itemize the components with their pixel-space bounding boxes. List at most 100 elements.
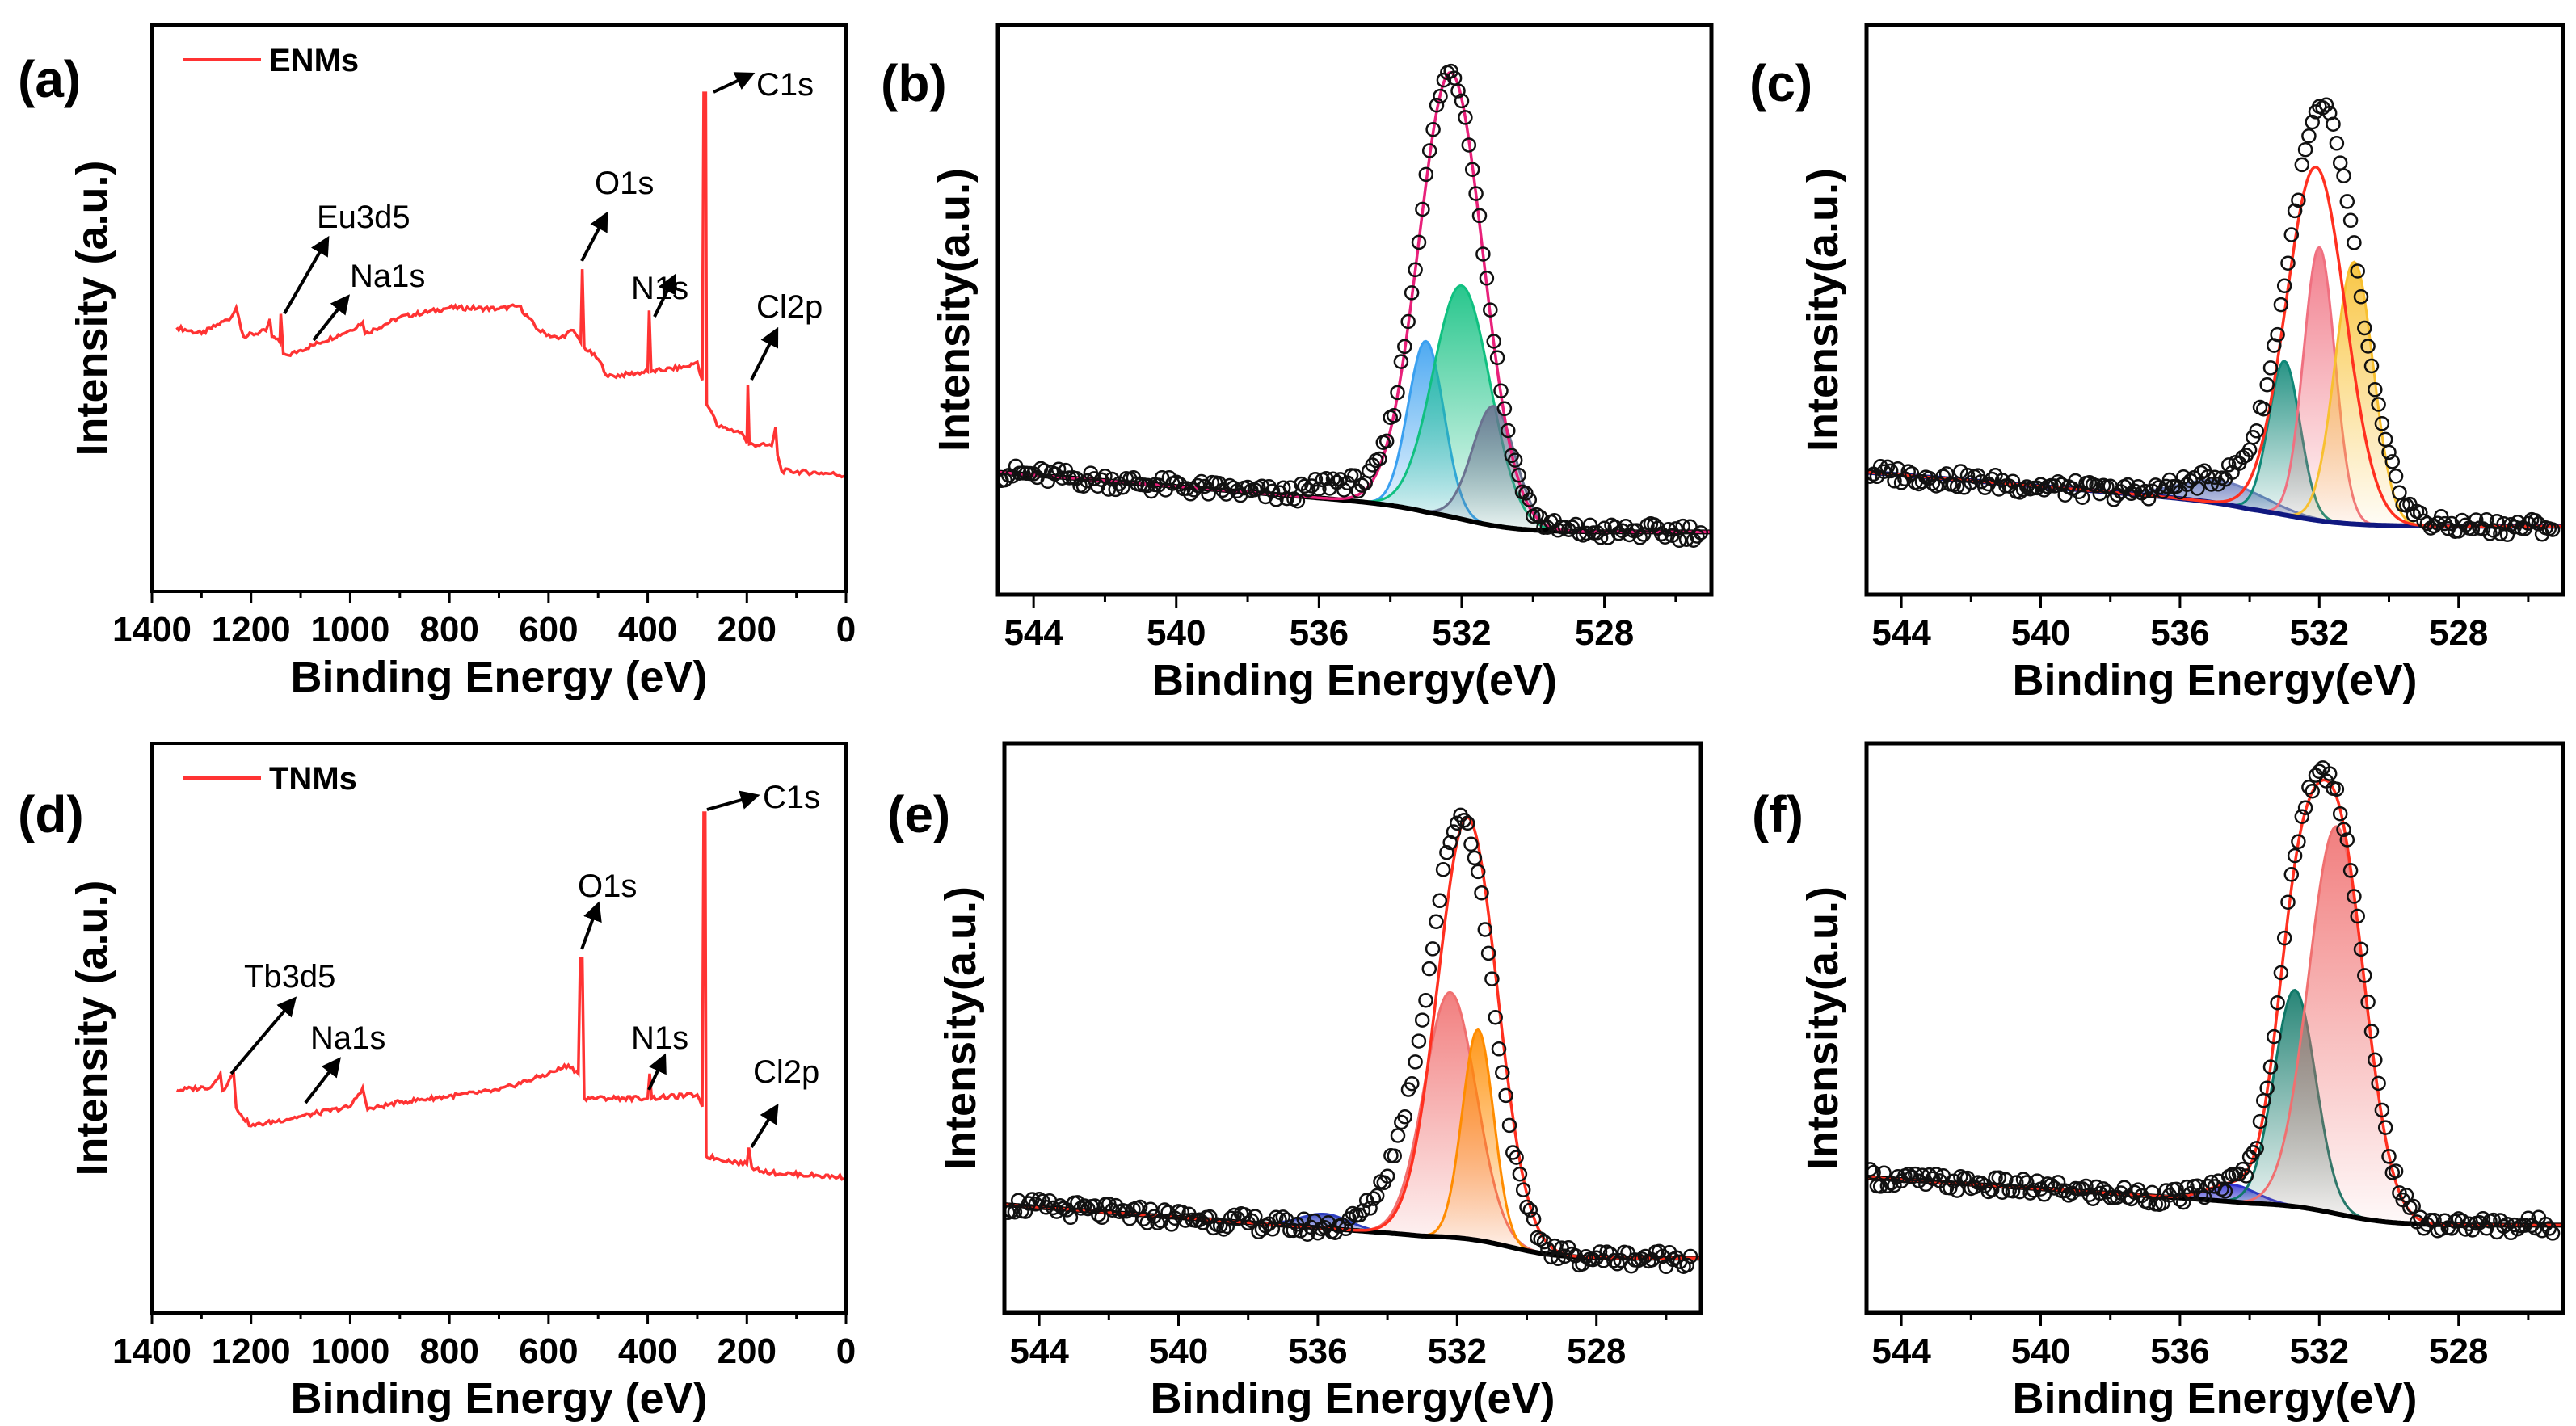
data-point <box>1248 1209 1263 1224</box>
data-point <box>1456 812 1472 828</box>
data-point <box>2377 1120 2393 1135</box>
data-point <box>1192 1212 1207 1228</box>
data-point <box>1411 234 1427 250</box>
data-point <box>2419 515 2435 532</box>
data-point <box>2482 526 2498 541</box>
x-tick-label: 544 <box>1004 613 1063 653</box>
data-point <box>1378 433 1395 449</box>
data-point <box>2520 515 2536 531</box>
data-point <box>1890 461 1906 477</box>
annotation-C1s: C1s <box>763 780 820 815</box>
data-point <box>2544 522 2561 537</box>
annotation-O1s: O1s <box>578 869 637 904</box>
y-axis-title: Intensity(a.u.) <box>937 886 985 1170</box>
data-point <box>1943 1180 1958 1196</box>
x-axis-title: Binding Energy(eV) <box>2012 1374 2417 1423</box>
data-point <box>1568 516 1584 532</box>
annotation-arrow <box>647 1053 667 1091</box>
data-point <box>2203 1174 2219 1190</box>
data-point <box>2478 512 2494 528</box>
data-point <box>2336 822 2351 838</box>
x-tick-label: 0 <box>836 610 856 650</box>
data-point <box>1347 468 1362 483</box>
data-point <box>1454 93 1470 109</box>
data-point <box>1488 1009 1503 1025</box>
data-point <box>2332 806 2348 822</box>
data-point <box>2381 1149 2397 1164</box>
annotation-Cl2p: Cl2p <box>756 289 823 325</box>
data-point <box>2301 128 2317 144</box>
data-point <box>1118 1203 1134 1219</box>
data-point <box>2374 416 2390 431</box>
data-point <box>1275 1209 1291 1225</box>
data-point <box>1526 1211 1542 1227</box>
data-point <box>2363 1024 2380 1039</box>
data-point <box>1397 339 1412 355</box>
plot-frame <box>1864 23 2565 597</box>
x-tick-label: 532 <box>2290 613 2349 653</box>
data-point <box>2283 227 2300 242</box>
panel-label: (a) <box>18 50 81 108</box>
data-point <box>1435 862 1451 877</box>
data-point <box>2448 1214 2463 1229</box>
data-point <box>1436 72 1452 88</box>
data-point <box>2015 1172 2031 1187</box>
data-point <box>2427 518 2442 534</box>
x-tick-label: 528 <box>2429 1331 2488 1371</box>
x-tick-label: 544 <box>1871 1331 1931 1371</box>
data-point <box>1244 1213 1260 1229</box>
data-point <box>1647 517 1662 532</box>
x-tick-label: 200 <box>718 610 777 650</box>
plot-frame <box>1864 741 2565 1315</box>
fit-component-2 <box>2227 826 2448 1225</box>
data-point <box>2074 490 2090 505</box>
data-point <box>2406 1198 2421 1214</box>
data-point <box>2029 480 2045 496</box>
data-point <box>1470 864 1486 880</box>
data-point <box>2318 97 2334 112</box>
data-point <box>2238 1168 2254 1184</box>
data-point <box>1307 471 1324 487</box>
annotation-arrow <box>229 996 297 1075</box>
data-point <box>1290 493 1306 509</box>
x-tick-label: 540 <box>1149 1331 1208 1371</box>
data-point <box>1425 941 1441 957</box>
data-point <box>1400 313 1416 330</box>
annotation-Na1s: Na1s <box>310 1020 385 1056</box>
annotation-arrow <box>312 294 350 342</box>
data-point <box>1463 836 1479 852</box>
x-tick-label: 528 <box>1575 613 1634 653</box>
data-point <box>1143 1201 1159 1217</box>
annotation-arrow <box>713 72 756 94</box>
data-point <box>1418 166 1434 183</box>
data-point <box>2127 1184 2143 1201</box>
data-point <box>1480 945 1496 961</box>
data-point <box>1017 1204 1033 1219</box>
data-point <box>1432 893 1448 909</box>
data-point <box>2267 1028 2282 1045</box>
x-tick-label: 544 <box>1871 613 1931 653</box>
data-point <box>1486 334 1501 349</box>
x-tick-label: 200 <box>718 1331 777 1371</box>
annotation-O1s: O1s <box>595 166 654 201</box>
data-point <box>2291 192 2306 208</box>
data-point <box>1496 401 1513 417</box>
data-point <box>2528 513 2543 528</box>
data-point <box>2305 783 2320 799</box>
data-point <box>2353 289 2369 305</box>
x-tick-label: 528 <box>1567 1331 1626 1371</box>
annotation-arrow <box>580 211 608 262</box>
data-point <box>2256 401 2271 417</box>
data-point <box>1501 423 1516 439</box>
data-point <box>2301 780 2317 795</box>
data-point <box>1991 1170 2007 1185</box>
data-point <box>2384 454 2401 469</box>
data-point <box>2357 320 2372 336</box>
data-point <box>1540 1241 1555 1257</box>
fit-component-1 <box>1347 992 1555 1256</box>
data-point <box>2249 423 2264 439</box>
x-axis-title: Binding Energy (eV) <box>290 653 707 701</box>
data-point <box>1458 110 1473 125</box>
panel-label: (e) <box>887 785 950 843</box>
